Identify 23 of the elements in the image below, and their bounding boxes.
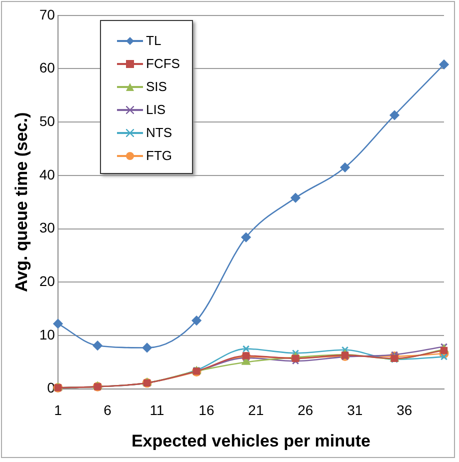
- x-tick-label: 36: [396, 402, 412, 418]
- x-tick-label: 1: [54, 402, 62, 418]
- y-tick-label: 10: [39, 326, 56, 342]
- x-tick-label: 11: [150, 402, 164, 418]
- y-tick-label: 50: [39, 112, 56, 129]
- x-tick-label: 21: [248, 402, 264, 418]
- x-tick-label: 16: [198, 402, 214, 418]
- legend-label: FCFS: [146, 56, 180, 71]
- y-axis-title: Avg. queue time (sec.): [12, 112, 31, 292]
- legend-label: NTS: [146, 125, 172, 140]
- y-tick-label: 70: [39, 6, 56, 22]
- legend-label: LIS: [146, 102, 166, 117]
- y-tick-label: 20: [39, 272, 56, 289]
- legend-label: SIS: [146, 79, 167, 94]
- x-tick-label: 26: [298, 402, 314, 418]
- y-tick-label: 30: [39, 220, 56, 236]
- x-tick-label: 31: [347, 402, 363, 418]
- y-tick-label: 60: [39, 60, 56, 76]
- legend-label: TL: [146, 33, 162, 48]
- legend-label: FTG: [146, 148, 172, 163]
- y-tick-label: 40: [39, 166, 56, 182]
- x-axis-title: Expected vehicles per minute: [131, 431, 371, 450]
- x-tick-label: 6: [104, 402, 112, 418]
